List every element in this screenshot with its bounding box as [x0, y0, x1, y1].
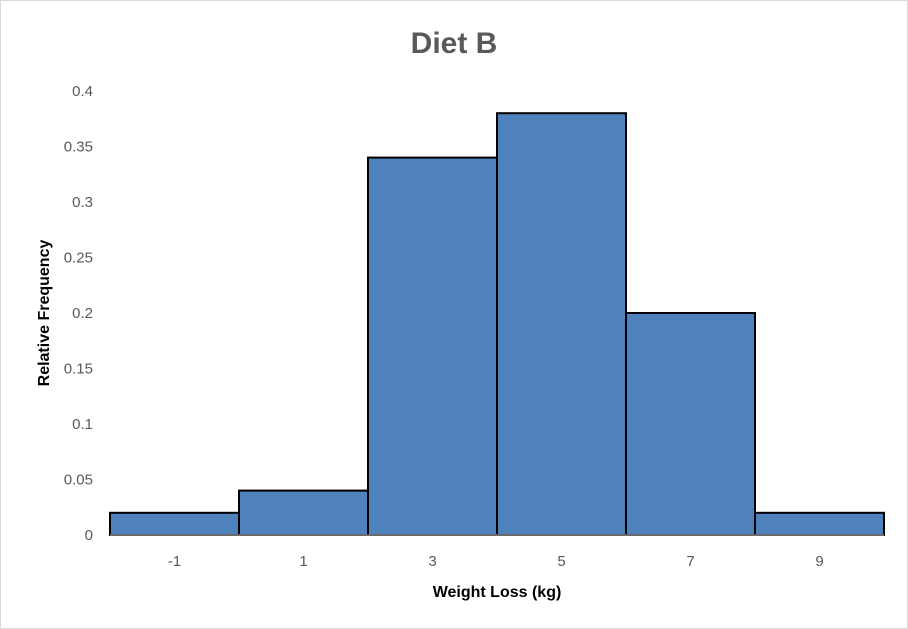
histogram-bar	[109, 511, 240, 536]
histogram-bar	[367, 156, 498, 536]
y-tick-label: 0.15	[64, 361, 93, 378]
x-tick-label: 5	[557, 553, 565, 570]
histogram-bar	[496, 112, 627, 536]
y-tick-label: 0.3	[72, 194, 93, 211]
y-tick-label: 0.4	[72, 83, 93, 100]
histogram-bar	[625, 312, 756, 536]
histogram-bar	[754, 511, 885, 536]
y-tick-label: 0.1	[72, 416, 93, 433]
chart-title: Diet B	[411, 27, 498, 60]
y-axis-title: Relative Frequency	[36, 240, 53, 387]
x-tick-label: -1	[168, 553, 181, 570]
x-axis-title: Weight Loss (kg)	[433, 584, 562, 601]
x-tick-label: 3	[428, 553, 436, 570]
y-axis-ticks: 0 0.05 0.1 0.15 0.2 0.25 0.3 0.35 0.4	[64, 83, 93, 544]
y-tick-label: 0.2	[72, 305, 93, 322]
histogram-bar	[238, 489, 369, 537]
x-tick-label: 1	[299, 553, 307, 570]
y-tick-label: 0	[85, 527, 93, 544]
x-tick-label: 9	[815, 553, 823, 570]
y-tick-label: 0.25	[64, 250, 93, 267]
y-tick-label: 0.35	[64, 139, 93, 156]
x-axis-ticks: -1 1 3 5 7 9	[168, 553, 824, 570]
bars	[109, 112, 885, 537]
y-tick-label: 0.05	[64, 472, 93, 489]
x-tick-label: 7	[686, 553, 694, 570]
